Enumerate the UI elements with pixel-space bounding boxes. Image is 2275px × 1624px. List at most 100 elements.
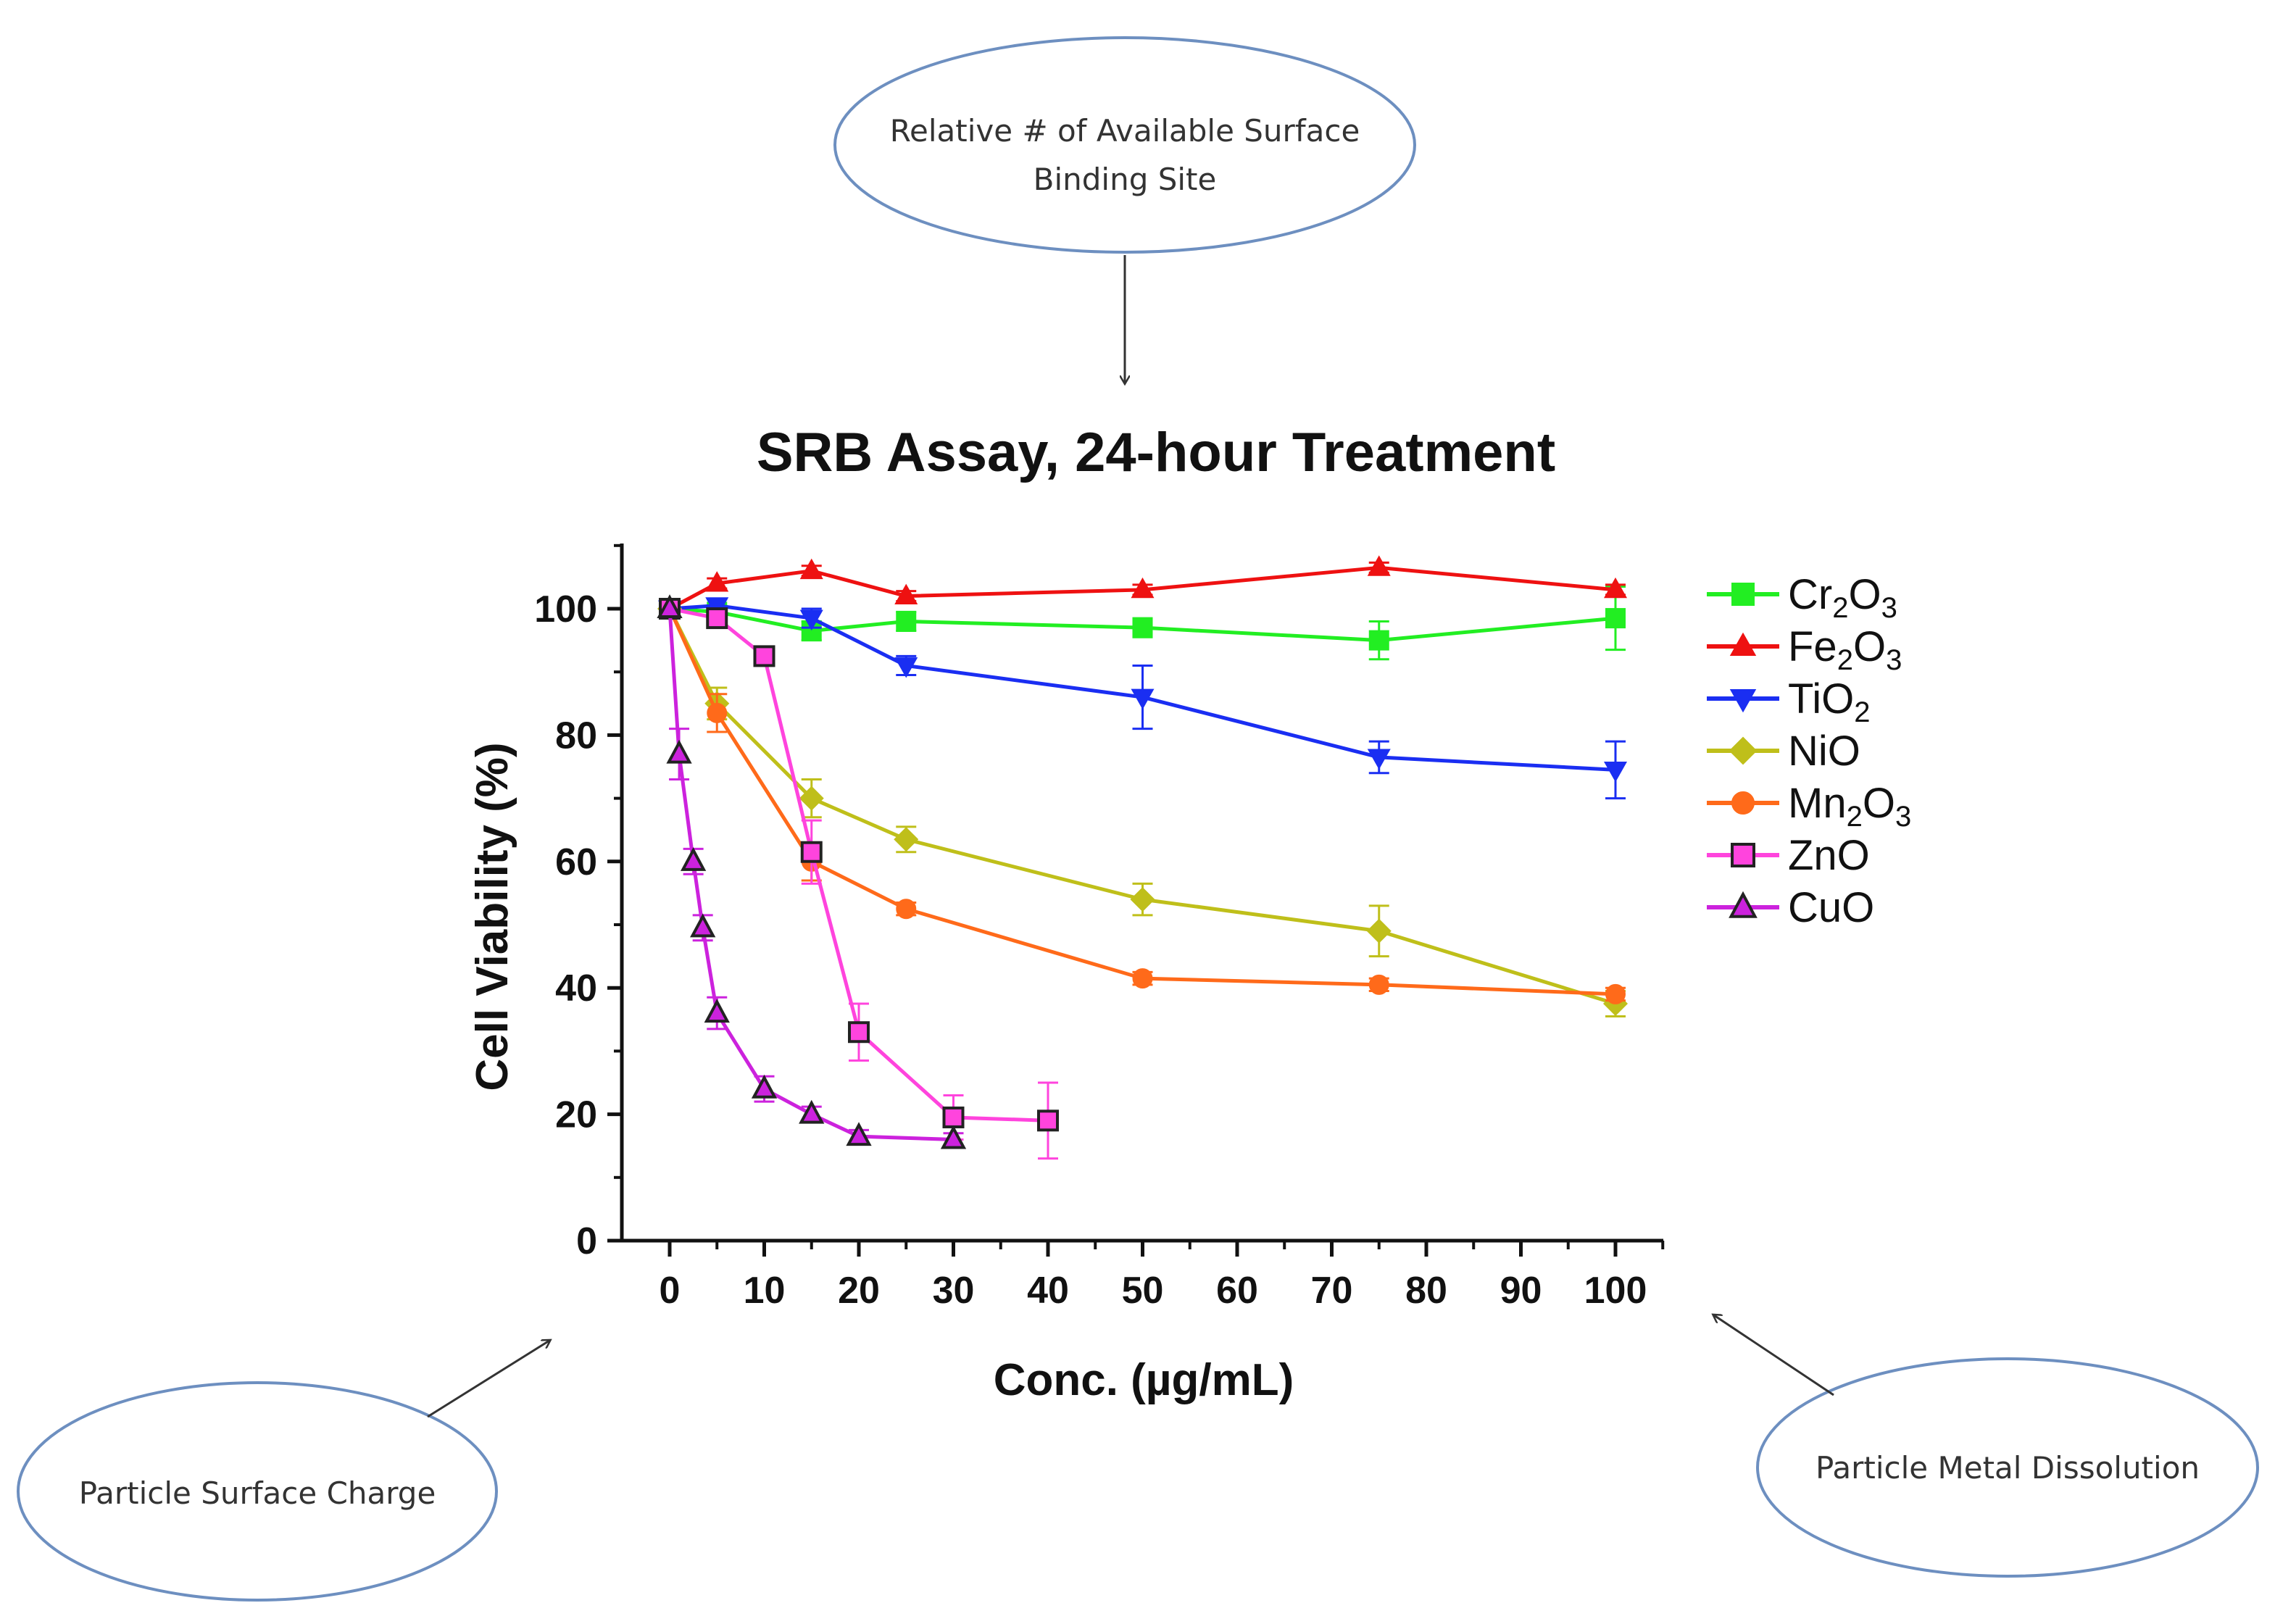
data-point (896, 899, 917, 920)
axes: 0 20 40 60 80 100 0 10 20 30 40 50 60 70 80 90 100 (534, 544, 1665, 1312)
legend-item: NiO (1707, 728, 1860, 775)
data-point (1131, 688, 1155, 710)
data-point (1131, 577, 1155, 599)
data-point (942, 1106, 965, 1128)
data-point (706, 607, 728, 630)
data-point (1603, 761, 1628, 783)
data-point (799, 786, 824, 811)
x-axis-label: Conc. (µg/mL) (994, 1355, 1294, 1405)
data-point (1132, 968, 1153, 989)
x-tick-label: 20 (838, 1270, 880, 1312)
data-point (690, 913, 716, 938)
legend-marker (1729, 632, 1757, 656)
series-zno (659, 598, 1059, 1160)
x-tick-label: 70 (1311, 1270, 1353, 1312)
series-fe2o3 (657, 555, 1628, 617)
plot-area (657, 555, 1629, 1160)
data-point (1132, 617, 1153, 638)
y-tick-label: 60 (555, 841, 597, 883)
data-point (1367, 555, 1391, 576)
legend-item: Fe2O3 (1707, 623, 1902, 676)
data-point (894, 827, 919, 852)
data-point (751, 1074, 778, 1099)
x-tick-label: 50 (1122, 1270, 1164, 1312)
legend-marker (1731, 791, 1755, 815)
legend-label: Fe2O3 (1788, 623, 1902, 676)
x-tick-label: 0 (660, 1270, 681, 1312)
data-point (896, 611, 917, 632)
annotation-right-text: Particle Metal Dissolution (1816, 1450, 2200, 1486)
x-tick-label: 40 (1027, 1270, 1069, 1312)
data-point (1368, 974, 1389, 995)
data-point (799, 609, 823, 631)
y-tick-label: 0 (576, 1220, 597, 1262)
series-nio (657, 596, 1629, 1017)
legend-item: ZnO (1707, 832, 1870, 879)
data-point (1366, 918, 1392, 944)
legend-marker (1729, 736, 1758, 765)
y-tick-label: 20 (555, 1094, 597, 1136)
annotation-right: Particle Metal Dissolution (1714, 1315, 2259, 1578)
annotation-top-ellipse (833, 36, 1416, 254)
legend-label: NiO (1788, 728, 1860, 775)
x-tick-label: 10 (744, 1270, 786, 1312)
data-point (846, 1122, 872, 1146)
data-point (894, 657, 918, 678)
legend-label: TiO2 (1788, 675, 1871, 728)
data-point (1037, 1109, 1059, 1132)
legend-label: ZnO (1788, 832, 1870, 879)
legend-item: TiO2 (1707, 675, 1871, 728)
annotation-left-text: Particle Surface Charge (79, 1475, 436, 1511)
data-point (894, 583, 918, 604)
data-point (704, 999, 730, 1023)
data-point (1367, 749, 1391, 770)
legend-marker (1729, 689, 1757, 713)
data-point (848, 1021, 870, 1044)
legend-item: Cr2O3 (1707, 571, 1897, 624)
data-point (800, 841, 823, 863)
annotation-right-arrow (1714, 1315, 1834, 1396)
data-point (680, 846, 707, 871)
data-point (1130, 887, 1155, 912)
y-axis-label: Cell Viability (%) (467, 742, 517, 1091)
annotation-top: Relative # of Available Surface Binding … (833, 36, 1416, 383)
legend-label: Mn2O3 (1788, 780, 1911, 833)
data-point (666, 739, 692, 764)
chart-title: SRB Assay, 24-hour Treatment (757, 422, 1555, 483)
data-point (1603, 577, 1628, 599)
data-point (657, 594, 683, 619)
legend-item: CuO (1707, 884, 1874, 931)
data-point (799, 558, 823, 580)
x-tick-label: 100 (1584, 1270, 1647, 1312)
x-tick-label: 30 (933, 1270, 975, 1312)
annotation-right-ellipse (1756, 1357, 2259, 1578)
data-point (707, 702, 728, 723)
legend-label: CuO (1788, 884, 1874, 931)
legend-marker (1729, 891, 1758, 918)
y-tick-label: 80 (555, 715, 597, 757)
annotation-left-ellipse (17, 1381, 498, 1602)
data-point (799, 1099, 825, 1124)
series-cuo (657, 594, 967, 1149)
x-tick-label: 90 (1500, 1270, 1542, 1312)
x-tick-label: 80 (1405, 1270, 1447, 1312)
legend-item: Mn2O3 (1707, 780, 1911, 833)
data-point (1605, 983, 1626, 1004)
legend-marker (1731, 843, 1755, 867)
legend-marker (1731, 583, 1755, 606)
data-point (705, 597, 729, 618)
data-point (1368, 630, 1389, 651)
data-point (753, 645, 775, 667)
data-point (1605, 608, 1626, 629)
data-point (940, 1125, 967, 1149)
data-point (705, 571, 729, 592)
annotation-left-arrow (427, 1341, 549, 1418)
y-tick-label: 40 (555, 967, 597, 1009)
annotation-left: Particle Surface Charge (17, 1341, 549, 1602)
y-tick-label: 100 (534, 588, 597, 630)
annotation-top-line-1: Relative # of Available Surface (890, 113, 1360, 149)
annotation-top-line-2: Binding Site (1033, 162, 1217, 197)
x-tick-label: 60 (1216, 1270, 1258, 1312)
